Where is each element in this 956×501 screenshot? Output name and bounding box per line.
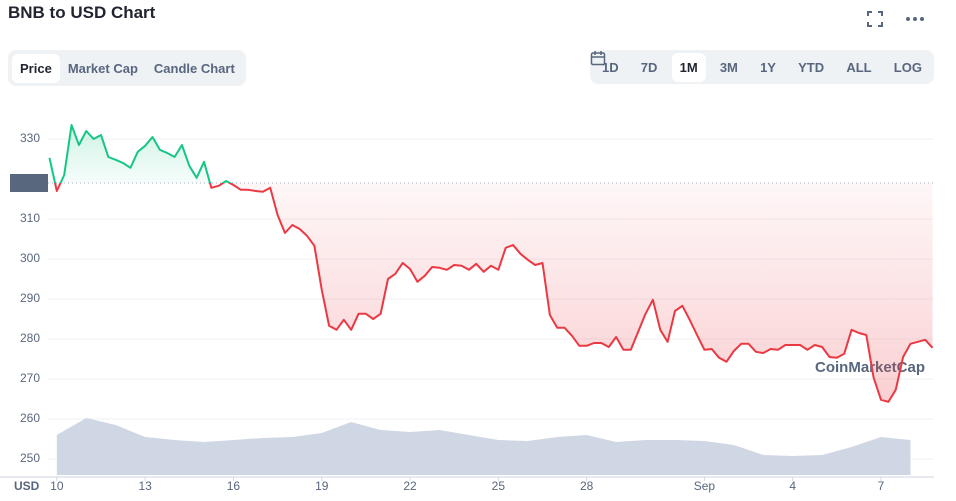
tab[interactable]: Market Cap [67, 60, 138, 76]
range-button[interactable]: 1M [671, 52, 706, 82]
x-tick-label: 28 [580, 479, 594, 493]
price-area [49, 125, 933, 402]
tab[interactable]: Candle Chart [153, 60, 235, 76]
reference-badge [10, 174, 48, 192]
x-tick-label: Sep [694, 479, 716, 493]
x-tick-label: 13 [138, 479, 152, 493]
range-button[interactable]: ALL [846, 59, 872, 75]
fullscreen-icon[interactable] [866, 10, 884, 28]
y-tick-label: 260 [20, 411, 40, 425]
y-tick-label: 310 [20, 211, 40, 225]
chart-title: BNB to USD Chart [8, 3, 156, 22]
x-tick-label: 19 [315, 479, 329, 493]
range-button[interactable]: 1Y [760, 59, 776, 75]
y-tick-label: 270 [20, 371, 40, 385]
y-tick-label: 300 [20, 251, 40, 265]
x-tick-label: 10 [50, 479, 64, 493]
volume-area [56, 418, 911, 475]
y-tick-label: 330 [20, 131, 40, 145]
range-button[interactable]: 7D [640, 59, 658, 75]
range-button[interactable]: YTD [798, 59, 825, 75]
x-tick-label: 7 [878, 479, 885, 493]
x-tick-label: 25 [492, 479, 506, 493]
y-unit-label: USD [14, 479, 40, 493]
x-tick-label: 16 [227, 479, 241, 493]
reference-label: 319 [19, 175, 39, 189]
y-tick-label: 280 [20, 331, 40, 345]
log-button[interactable]: LOG [893, 59, 922, 75]
range-group: 1D 7D 1M 3M 1Y YTD ALL LOG [590, 50, 934, 84]
x-tick-label: 22 [403, 479, 417, 493]
more-icon[interactable] [905, 10, 925, 28]
range-button[interactable]: 3M [719, 59, 738, 75]
tab-group: Price Market Cap Candle Chart [8, 50, 246, 86]
y-tick-label: 250 [20, 451, 40, 465]
calendar-icon[interactable] [590, 50, 606, 66]
price-line [48, 124, 934, 403]
x-tick-label: 4 [789, 479, 796, 493]
tab[interactable]: Price [12, 53, 60, 83]
y-tick-label: 290 [20, 291, 40, 305]
range-button[interactable]: 1D [602, 59, 619, 75]
